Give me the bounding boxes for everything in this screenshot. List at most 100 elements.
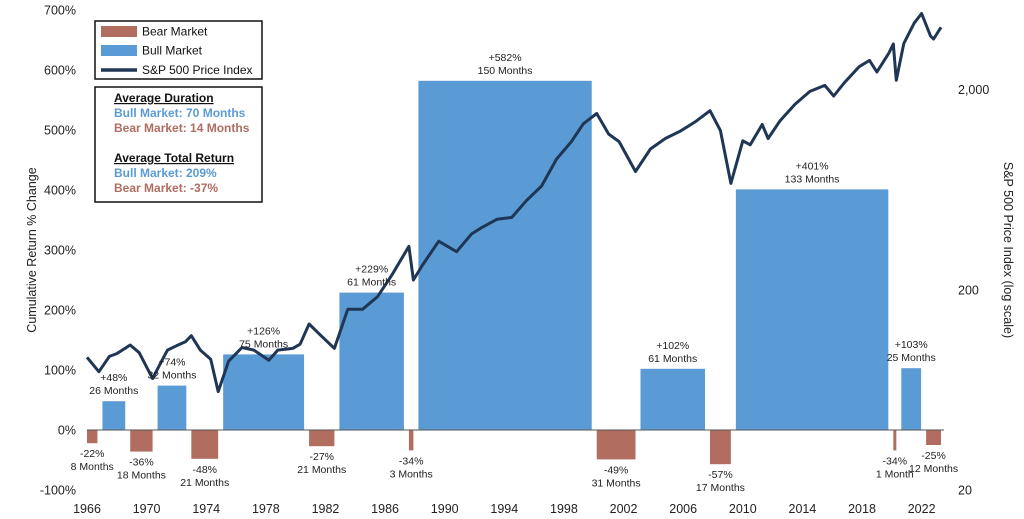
legend-label-bull: Bull Market <box>142 44 203 58</box>
legend: Bear Market Bull Market S&P 500 Price In… <box>94 20 263 80</box>
y-tick-label: 700% <box>44 4 76 18</box>
legend-label-bear: Bear Market <box>142 25 208 39</box>
y2-axis-title: S&P 500 Price Index (log scale) <box>1001 162 1015 338</box>
bear-return-label: -22% <box>80 448 105 460</box>
stats-frame <box>94 86 263 203</box>
sp500-line-layer <box>85 12 943 394</box>
bull-return-label: +103% <box>895 339 928 351</box>
x-tick-label: 1966 <box>73 502 101 516</box>
bull-months-label: 61 Months <box>648 353 697 365</box>
bull-market-bar <box>157 385 187 430</box>
legend-swatch-bear <box>101 26 137 37</box>
bull-return-label: +582% <box>489 52 522 64</box>
bull-return-label: +126% <box>247 325 280 337</box>
bear-return-label: -36% <box>129 457 154 469</box>
bear-market-bar <box>408 430 414 451</box>
x-tick-label: 2018 <box>848 502 876 516</box>
bear-months-label: 12 Months <box>909 463 958 475</box>
y2-tick-label: 200 <box>958 283 979 297</box>
x-tick-label: 2010 <box>729 502 757 516</box>
bull-months-label: 32 Months <box>147 370 196 382</box>
bear-return-label: -34% <box>883 455 908 467</box>
stats-bear-return: Bear Market: -37% <box>114 181 218 195</box>
bull-return-label: +102% <box>656 340 689 352</box>
bear-return-label: -57% <box>708 469 733 481</box>
y-tick-label: 500% <box>44 124 76 138</box>
bear-return-label: -48% <box>192 464 217 476</box>
bull-market-bar <box>339 292 404 430</box>
y-tick-label: 0% <box>58 424 76 438</box>
bear-market-bar <box>130 430 153 452</box>
y-tick-label: -100% <box>40 484 76 498</box>
bear-months-label: 3 Months <box>390 468 433 480</box>
stats-duration-heading: Average Duration <box>114 91 214 105</box>
legend-label-line: S&P 500 Price Index <box>142 63 253 77</box>
bear-market-bar <box>596 430 636 460</box>
bear-months-label: 8 Months <box>71 461 114 473</box>
axes-layer: 700% 600% 500% 400% 300% 200% 100% 0% -100% 2,000… <box>40 4 989 517</box>
x-tick-label: 2014 <box>789 502 817 516</box>
bull-market-bar <box>418 80 592 431</box>
bull-months-label: 150 Months <box>478 65 533 77</box>
bull-return-label: +229% <box>355 264 388 276</box>
bull-months-label: 26 Months <box>89 385 138 397</box>
bear-return-label: -27% <box>309 451 334 463</box>
bull-market-bar <box>735 189 889 430</box>
sp500-price-line <box>85 12 943 394</box>
bear-market-bar <box>893 430 897 451</box>
bars-layer <box>87 80 942 465</box>
bull-return-label: +401% <box>796 160 829 172</box>
y-tick-label: 100% <box>44 364 76 378</box>
legend-swatch-bull <box>101 45 137 56</box>
x-tick-label: 2002 <box>610 502 638 516</box>
bear-months-label: 21 Months <box>297 464 346 476</box>
stats-box: Average Duration Bull Market: 70 Months … <box>94 86 263 203</box>
bull-months-label: 133 Months <box>785 173 840 185</box>
stats-return-heading: Average Total Return <box>114 151 234 165</box>
x-tick-label: 2006 <box>669 502 697 516</box>
bull-return-label: +48% <box>100 372 127 384</box>
bull-months-label: 25 Months <box>887 352 936 364</box>
y2-tick-label: 2,000 <box>958 83 989 97</box>
y2-tick-label: 20 <box>958 484 972 498</box>
bear-market-bar <box>87 430 98 444</box>
y-tick-label: 400% <box>44 184 76 198</box>
y-tick-label: 600% <box>44 64 76 78</box>
stats-bear-duration: Bear Market: 14 Months <box>114 121 250 135</box>
bear-return-label: -49% <box>604 464 629 476</box>
x-tick-label: 1986 <box>371 502 399 516</box>
bull-market-bar <box>102 401 126 430</box>
y-tick-label: 200% <box>44 304 76 318</box>
x-tick-label: 1990 <box>431 502 459 516</box>
x-tick-label: 2022 <box>908 502 936 516</box>
bear-months-label: 1 Month <box>876 468 914 480</box>
bear-market-bar <box>309 430 335 447</box>
x-tick-label: 1978 <box>252 502 280 516</box>
x-tick-label: 1970 <box>133 502 161 516</box>
y-tick-label: 300% <box>44 244 76 258</box>
stats-bull-duration: Bull Market: 70 Months <box>114 106 246 120</box>
bull-market-bar <box>901 368 922 430</box>
bear-months-label: 31 Months <box>592 477 641 489</box>
bull-return-label: +74% <box>158 357 185 369</box>
bull-market-bar <box>223 354 305 430</box>
x-tick-label: 1998 <box>550 502 578 516</box>
bear-market-bar <box>710 430 731 465</box>
bear-market-bar <box>926 430 942 445</box>
y-axis-title: Cumulative Return % Change <box>25 167 39 332</box>
bear-months-label: 21 Months <box>180 477 229 489</box>
x-tick-label: 1982 <box>312 502 340 516</box>
x-tick-label: 1994 <box>490 502 518 516</box>
bear-return-label: -25% <box>921 450 946 462</box>
bull-months-label: 75 Months <box>239 338 288 350</box>
x-tick-label: 1974 <box>192 502 220 516</box>
bull-market-bar <box>640 368 706 430</box>
bear-market-bar <box>191 430 219 459</box>
bear-months-label: 18 Months <box>117 470 166 482</box>
bull-months-label: 61 Months <box>347 277 396 289</box>
bear-months-label: 17 Months <box>696 482 745 494</box>
bear-return-label: -34% <box>399 455 424 467</box>
data-labels-layer: -22%8 Months +48%26 Months -36%18 Months +7… <box>71 52 958 494</box>
stats-bull-return: Bull Market: 209% <box>114 166 217 180</box>
